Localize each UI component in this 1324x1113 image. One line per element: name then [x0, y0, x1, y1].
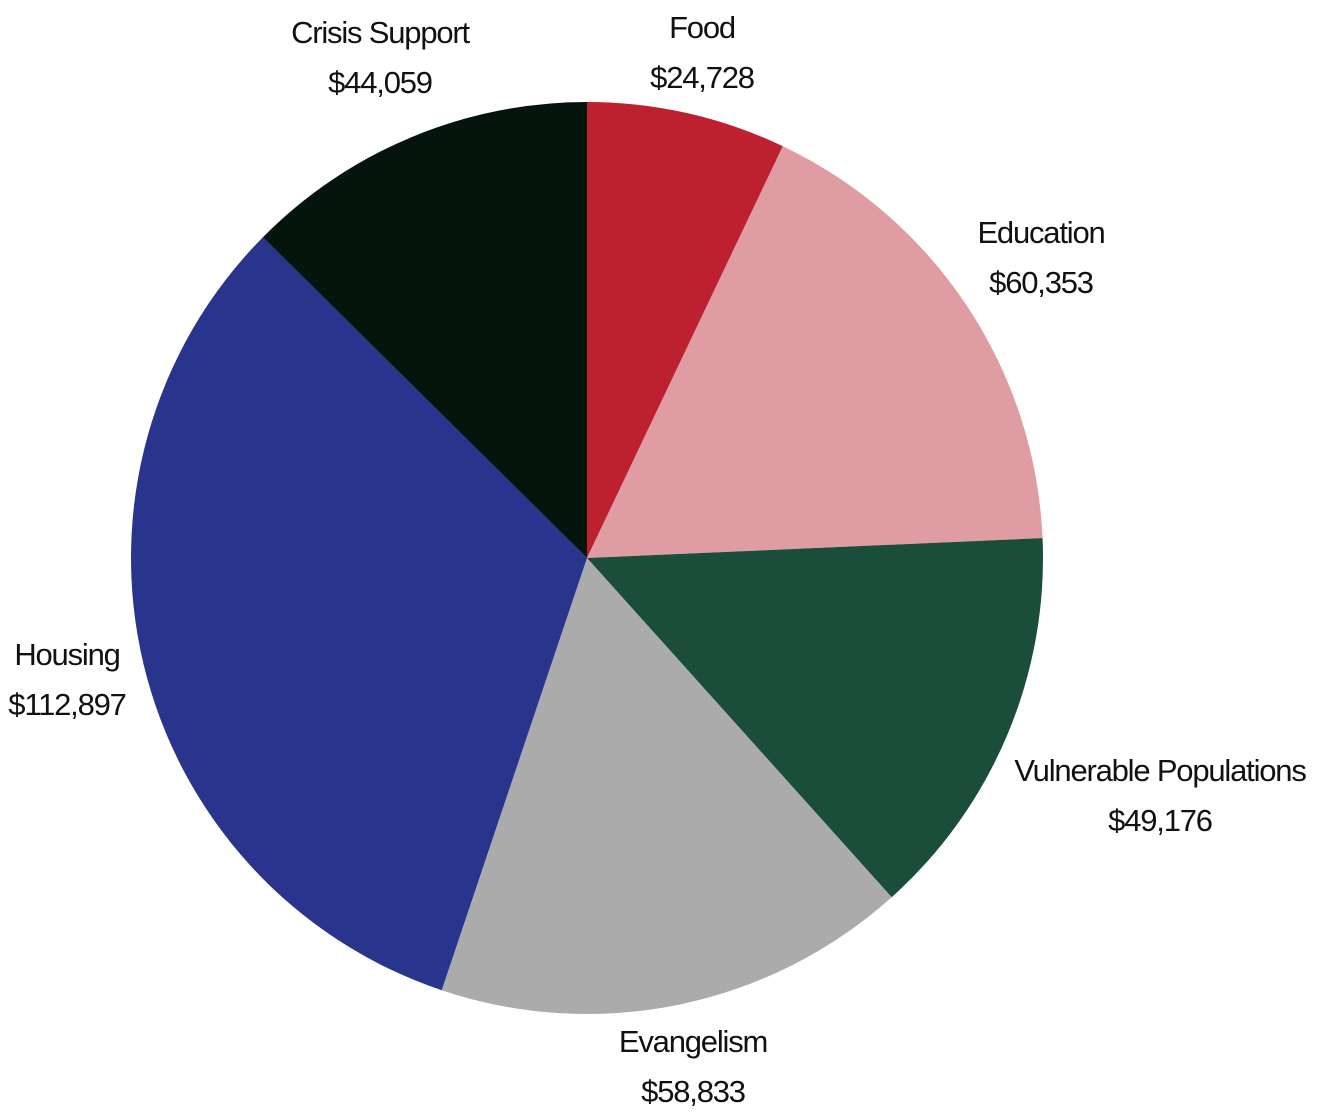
slice-value-food: $24,728	[650, 60, 754, 95]
pie-slice-education	[587, 146, 1043, 558]
slice-value-housing: $112,897	[8, 687, 125, 722]
pie-slice-evangelism	[441, 558, 892, 1014]
slice-label-vulnerable-populations: Vulnerable Populations	[1014, 753, 1306, 788]
pie-slice-food	[587, 102, 783, 558]
pie-slices	[131, 102, 1044, 1014]
pie-slice-crisis-support	[262, 102, 587, 558]
slice-value-education: $60,353	[989, 265, 1093, 300]
pie-labels: Food $24,728 Education $60,353 Vulnerable Po…	[8, 10, 1307, 1109]
slice-label-crisis-support: Crisis Support	[291, 15, 470, 50]
slice-value-crisis-support: $44,059	[328, 65, 432, 100]
slice-label-food: Food	[669, 10, 735, 45]
slice-label-evangelism: Evangelism	[619, 1024, 767, 1059]
slice-label-housing: Housing	[14, 637, 119, 672]
slice-value-vulnerable-populations: $49,176	[1108, 803, 1212, 838]
slice-label-education: Education	[977, 215, 1104, 250]
slice-value-evangelism: $58,833	[641, 1074, 745, 1109]
pie-slice-housing	[131, 237, 587, 991]
pie-slice-vulnerable-populations	[587, 538, 1044, 898]
